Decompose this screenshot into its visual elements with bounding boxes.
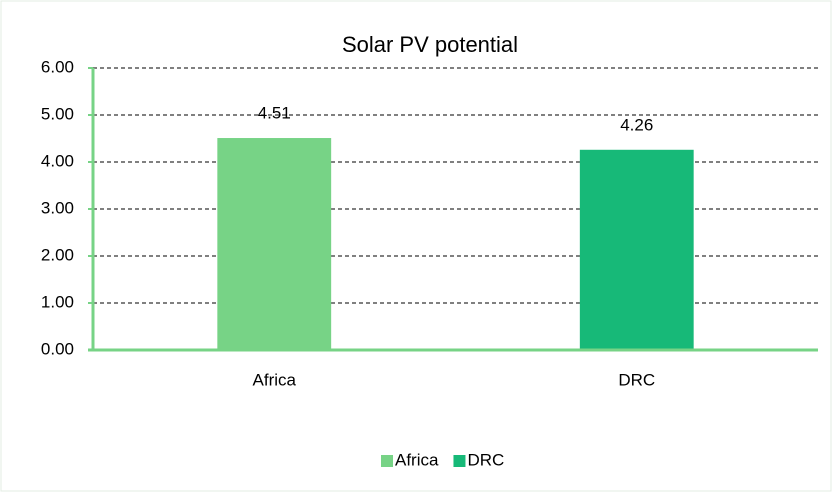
y-tick-label: 1.00 <box>41 292 74 311</box>
chart-title: Solar PV potential <box>342 32 518 57</box>
y-tick-label: 3.00 <box>41 198 74 217</box>
y-tick-label: 5.00 <box>41 104 74 123</box>
data-label: 4.51 <box>258 104 291 123</box>
y-tick-label: 2.00 <box>41 245 74 264</box>
bar <box>217 138 332 350</box>
y-tick-label: 4.00 <box>41 151 74 170</box>
bar <box>579 149 694 350</box>
legend-swatch <box>453 455 466 467</box>
legend-label: DRC <box>467 450 504 469</box>
legend-label: Africa <box>395 450 439 469</box>
y-tick-label: 6.00 <box>41 57 74 76</box>
legend-swatch <box>381 455 393 467</box>
y-tick-label: 0.00 <box>41 339 74 358</box>
data-label: 4.26 <box>620 115 653 134</box>
x-tick-label: Africa <box>253 370 297 389</box>
x-tick-label: DRC <box>618 370 655 389</box>
